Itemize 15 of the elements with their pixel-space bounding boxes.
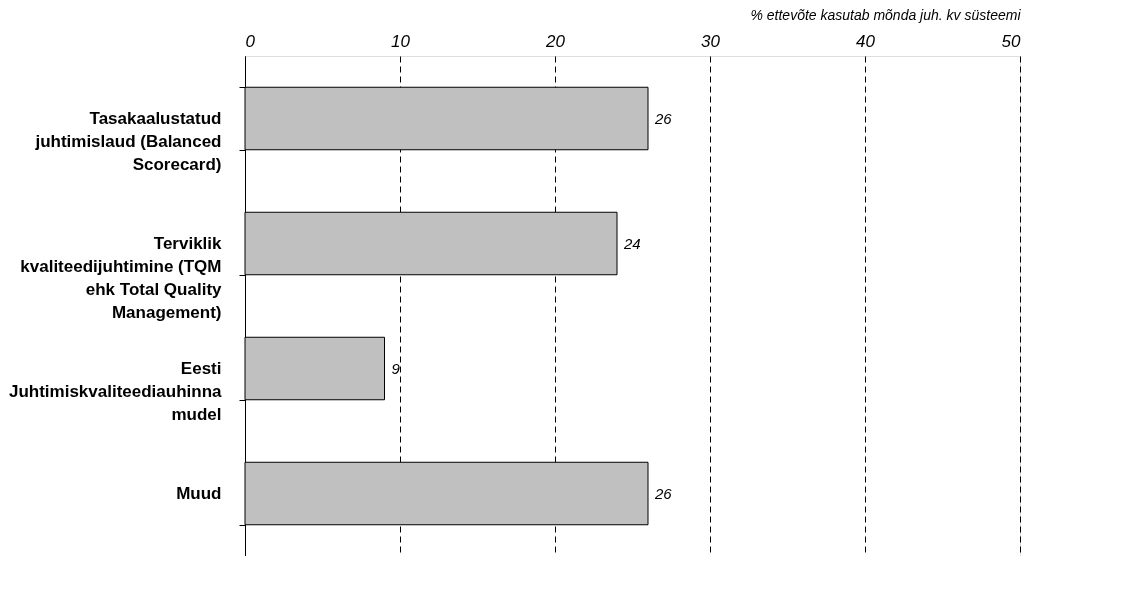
data-label: 26 xyxy=(654,109,673,127)
x-tick-label: 50 xyxy=(1001,31,1022,51)
x-tick-label: 10 xyxy=(391,31,411,51)
y-tick-label: Muud xyxy=(176,484,222,503)
x-axis-title: % ettevõte kasutab mõnda juh. kv süsteemi xyxy=(750,6,1022,23)
x-tick-label: 20 xyxy=(545,31,566,51)
data-label: 24 xyxy=(623,234,641,252)
y-tick-label: Tasakaalustatud juhtimislaud (Balanced Scorecard) xyxy=(34,109,222,174)
y-tick-label: Eesti Juhtimiskvaliteediauhinna mudel xyxy=(8,359,223,424)
x-tick-label: 40 xyxy=(856,31,876,51)
x-tick-label: 0 xyxy=(245,31,256,51)
data-label: 9 xyxy=(391,359,401,377)
x-tick-label: 30 xyxy=(701,31,721,51)
y-tick-label: Terviklik kvaliteedijuhtimine (TQM ehk Total Quality Management) xyxy=(20,234,223,322)
data-label: 26 xyxy=(654,484,673,502)
